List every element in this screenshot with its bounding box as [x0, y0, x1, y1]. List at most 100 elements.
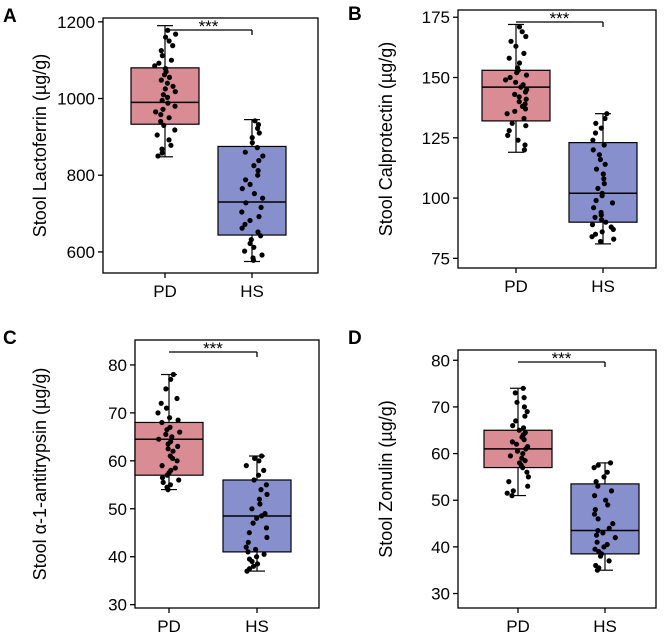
- data-point: [239, 209, 245, 215]
- data-point: [612, 535, 618, 541]
- data-point: [512, 390, 518, 396]
- data-point: [158, 77, 164, 83]
- data-point: [159, 97, 165, 103]
- data-point: [168, 142, 174, 148]
- data-point: [159, 463, 165, 469]
- y-tick-label: 80: [431, 351, 450, 370]
- data-point: [523, 72, 530, 78]
- y-tick-label: 60: [108, 452, 127, 471]
- data-point: [251, 477, 257, 483]
- data-point: [170, 448, 176, 454]
- data-point: [170, 83, 176, 89]
- data-point: [509, 493, 515, 499]
- data-point: [514, 448, 521, 454]
- data-point: [510, 488, 516, 494]
- data-point: [170, 371, 176, 378]
- data-point: [604, 111, 610, 117]
- data-point: [610, 226, 616, 232]
- y-axis-title: Stool α-1-antitrypsin (µg/g): [30, 368, 50, 581]
- data-point: [591, 205, 597, 211]
- data-point: [164, 80, 170, 86]
- data-point: [169, 455, 176, 461]
- data-point: [166, 74, 173, 80]
- data-point: [593, 120, 599, 126]
- box-hs: [570, 462, 640, 571]
- data-point: [599, 229, 605, 235]
- data-point: [603, 497, 609, 503]
- data-point: [608, 488, 615, 494]
- data-point: [522, 89, 529, 95]
- data-point: [510, 423, 516, 429]
- data-point: [597, 156, 604, 163]
- data-point: [505, 132, 511, 138]
- data-point: [521, 147, 528, 153]
- data-point: [155, 153, 161, 159]
- data-point: [172, 103, 178, 109]
- data-point: [166, 137, 172, 143]
- data-point: [512, 91, 518, 97]
- data-point: [250, 257, 257, 263]
- data-point: [247, 181, 253, 187]
- y-tick-label: 50: [108, 500, 127, 519]
- data-point: [172, 127, 178, 133]
- data-point: [610, 521, 616, 527]
- data-point: [250, 520, 256, 526]
- data-point: [609, 200, 616, 206]
- data-point: [250, 563, 257, 569]
- data-point: [516, 427, 522, 433]
- data-point: [589, 234, 595, 240]
- data-point: [156, 60, 162, 66]
- data-point: [524, 469, 530, 475]
- data-point: [160, 92, 166, 98]
- points-hs: [591, 460, 618, 573]
- data-point: [167, 415, 173, 421]
- data-point: [594, 539, 600, 545]
- data-point: [523, 446, 529, 452]
- data-point: [509, 120, 515, 126]
- y-axis-title: Stool Lactoferrin (µg/g): [30, 54, 50, 237]
- significance-label: ***: [550, 9, 570, 28]
- data-point: [159, 146, 165, 152]
- data-point: [159, 475, 166, 481]
- data-point: [598, 212, 604, 218]
- data-point: [522, 106, 529, 112]
- data-point: [516, 99, 522, 105]
- data-point: [507, 74, 513, 81]
- y-tick-label: 125: [422, 129, 450, 148]
- y-tick-label: 80: [108, 356, 127, 375]
- data-point: [602, 115, 608, 122]
- data-point: [254, 515, 260, 521]
- data-point: [174, 458, 180, 464]
- significance-label: ***: [552, 349, 572, 368]
- data-point: [597, 553, 604, 559]
- data-point: [515, 137, 521, 143]
- data-point: [594, 567, 601, 573]
- data-point: [243, 544, 249, 550]
- data-point: [168, 376, 174, 382]
- data-point: [592, 130, 599, 136]
- data-point: [611, 236, 617, 242]
- y-tick-label: 150: [422, 69, 450, 88]
- data-point: [520, 465, 526, 471]
- data-point: [604, 469, 610, 475]
- data-point: [261, 467, 267, 473]
- data-point: [255, 172, 261, 178]
- data-point: [165, 100, 171, 106]
- data-point: [516, 60, 523, 66]
- points-hs: [239, 118, 266, 263]
- data-point: [520, 451, 526, 457]
- data-point: [252, 118, 258, 124]
- data-point: [522, 413, 528, 419]
- data-point: [260, 153, 266, 159]
- data-point: [516, 94, 522, 100]
- data-point: [163, 34, 169, 40]
- data-point: [165, 446, 171, 452]
- data-point: [163, 431, 169, 437]
- data-point: [509, 439, 515, 445]
- y-tick-label: 175: [422, 8, 450, 27]
- data-point: [590, 137, 596, 143]
- data-point: [523, 96, 529, 102]
- data-point: [598, 125, 604, 131]
- data-point: [506, 55, 512, 61]
- data-point: [254, 561, 261, 567]
